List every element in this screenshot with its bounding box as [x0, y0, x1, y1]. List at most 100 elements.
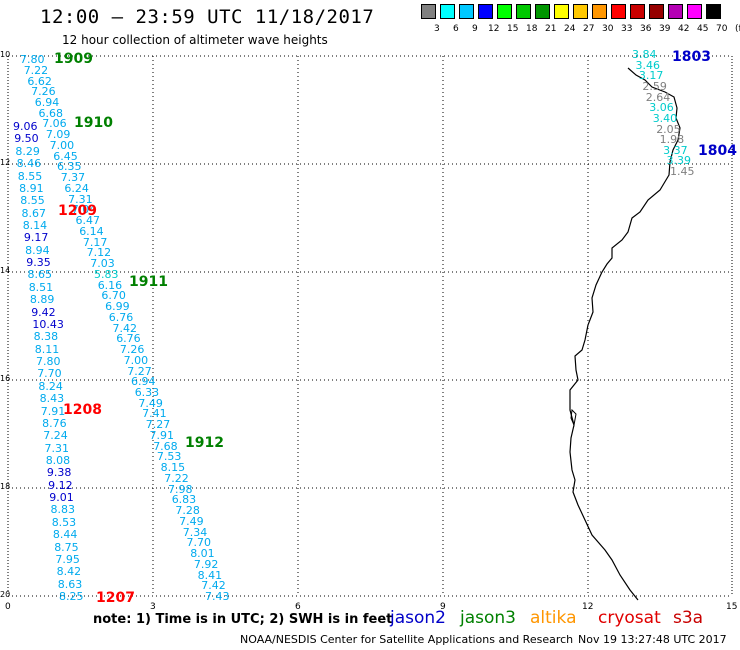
legend-label: 33 [621, 24, 633, 34]
wave-height-value: 6.47 [75, 214, 101, 228]
wave-height-value: 7.03 [90, 257, 115, 271]
y-tick-label: 16 [0, 374, 11, 383]
wave-height-value: 6.76 [116, 332, 141, 346]
satellite-pass-label: 1209 [58, 203, 97, 219]
wave-height-value: 8.38 [33, 330, 59, 344]
wave-height-value: 6.99 [105, 300, 130, 313]
wave-height-value: 8.55 [17, 169, 43, 183]
wave-height-value: 8.89 [29, 293, 55, 307]
wave-height-value: 7.28 [175, 504, 200, 518]
mission-label: s3a [673, 608, 704, 628]
wave-height-value: 6.33 [134, 385, 160, 399]
wave-height-value: 8.11 [34, 342, 60, 356]
wave-height-value: 6.70 [101, 289, 126, 303]
wave-height-value: 7.98 [168, 482, 193, 496]
legend-label: 36 [640, 24, 652, 34]
x-tick-label: 3 [150, 602, 156, 612]
wave-height-value: 8.94 [25, 243, 50, 257]
wave-height-value: 8.51 [28, 280, 54, 294]
legend-swatch [649, 4, 664, 19]
wave-height-value: 1.45 [670, 165, 695, 178]
wave-height-value: 8.75 [54, 540, 79, 554]
legend-swatch [535, 4, 550, 19]
page-subtitle: 12 hour collection of altimeter wave hei… [62, 33, 328, 47]
legend-swatch [459, 4, 474, 19]
wave-height-value: 6.45 [53, 149, 78, 163]
x-tick-label: 9 [440, 602, 446, 612]
wave-height-value: 9.35 [26, 256, 51, 270]
wave-height-value: 6.62 [27, 74, 52, 88]
legend-label: 3 [434, 24, 440, 34]
legend-swatch [573, 4, 588, 19]
wave-height-value: 7.70 [37, 367, 62, 381]
legend-label: 12 [488, 24, 500, 34]
satellite-pass-label: 1911 [129, 274, 168, 290]
satellite-pass-label: 1912 [185, 435, 224, 451]
y-tick-label: 12 [0, 158, 11, 167]
legend-label: 42 [678, 24, 690, 34]
wave-height-value: 3.06 [649, 101, 674, 115]
x-tick-label: 6 [295, 602, 301, 612]
wave-height-value: 3.39 [666, 154, 692, 168]
wave-height-value: 3.37 [663, 143, 688, 157]
legend-swatch [630, 4, 645, 19]
page-title: 12:00 – 23:59 UTC 11/18/2017 [40, 6, 375, 28]
legend-swatch [668, 4, 683, 19]
wave-height-value: 9.50 [14, 132, 39, 146]
wave-height-value: 8.08 [45, 453, 71, 467]
wave-height-value: 9.38 [46, 466, 72, 480]
satellite-pass-label: 1909 [54, 51, 93, 67]
satellite-pass-label: 1208 [63, 402, 102, 418]
wave-height-value: 7.12 [86, 246, 112, 260]
legend-label: 30 [602, 24, 614, 34]
legend-label: 24 [564, 24, 576, 34]
legend-label: 18 [526, 24, 538, 34]
legend-label: 6 [453, 24, 459, 34]
wave-height-value: 8.65 [27, 268, 53, 282]
legend-swatch [554, 4, 569, 19]
wave-height-value: 7.22 [23, 63, 49, 77]
legend-label: 70 [716, 24, 728, 34]
legend-swatch [440, 4, 455, 19]
wave-height-value: 7.95 [55, 552, 80, 566]
wave-height-value: 7.06 [42, 117, 67, 131]
wave-height-value: 6.16 [97, 278, 123, 292]
wave-height-value: 7.91 [149, 428, 175, 442]
wave-height-value: 7.42 [112, 321, 138, 335]
timestamp: Nov 19 13:27:48 UTC 2017 [578, 633, 727, 646]
legend-swatch [478, 4, 493, 19]
satellite-pass-label: 1804 [698, 143, 737, 159]
wave-height-value: 7.49 [179, 514, 204, 528]
wave-height-value: 8.01 [190, 547, 215, 560]
wave-height-value: 3.84 [632, 48, 657, 61]
wave-height-value: 9.42 [31, 305, 56, 319]
coast-inlet [570, 408, 577, 427]
wave-height-value: 7.27 [127, 364, 152, 378]
mission-label: jason2 [390, 608, 446, 628]
wave-height-value: 3.40 [652, 111, 678, 125]
wave-height-value: 7.00 [123, 353, 149, 367]
wave-height-value: 8.15 [160, 461, 186, 475]
wave-height-value: 6.24 [64, 181, 89, 195]
x-tick-label: 12 [582, 602, 594, 612]
legend-swatch [497, 4, 512, 19]
wave-height-value: 8.76 [42, 416, 67, 430]
wave-height-value: 9.17 [23, 231, 49, 245]
mission-label: jason3 [460, 608, 516, 628]
legend-label: 21 [545, 24, 557, 34]
wave-height-value: 7.68 [153, 439, 178, 453]
wave-height-value: 7.41 [142, 407, 167, 421]
wave-height-value: 2.64 [645, 90, 671, 104]
wave-height-value: 8.83 [50, 503, 76, 517]
y-tick-label: 20 [0, 590, 11, 599]
wave-height-value: 8.44 [52, 528, 78, 542]
wave-height-value: 6.94 [131, 375, 156, 389]
wave-height-value: 7.27 [145, 418, 171, 432]
wave-height-value: 9.01 [49, 491, 74, 505]
legend-label: (ft) [735, 24, 740, 34]
x-tick-label: 15 [726, 602, 738, 612]
legend-label: 45 [697, 24, 709, 34]
wave-height-value: 7.80 [36, 355, 61, 368]
wave-height-value: 8.46 [16, 157, 42, 171]
